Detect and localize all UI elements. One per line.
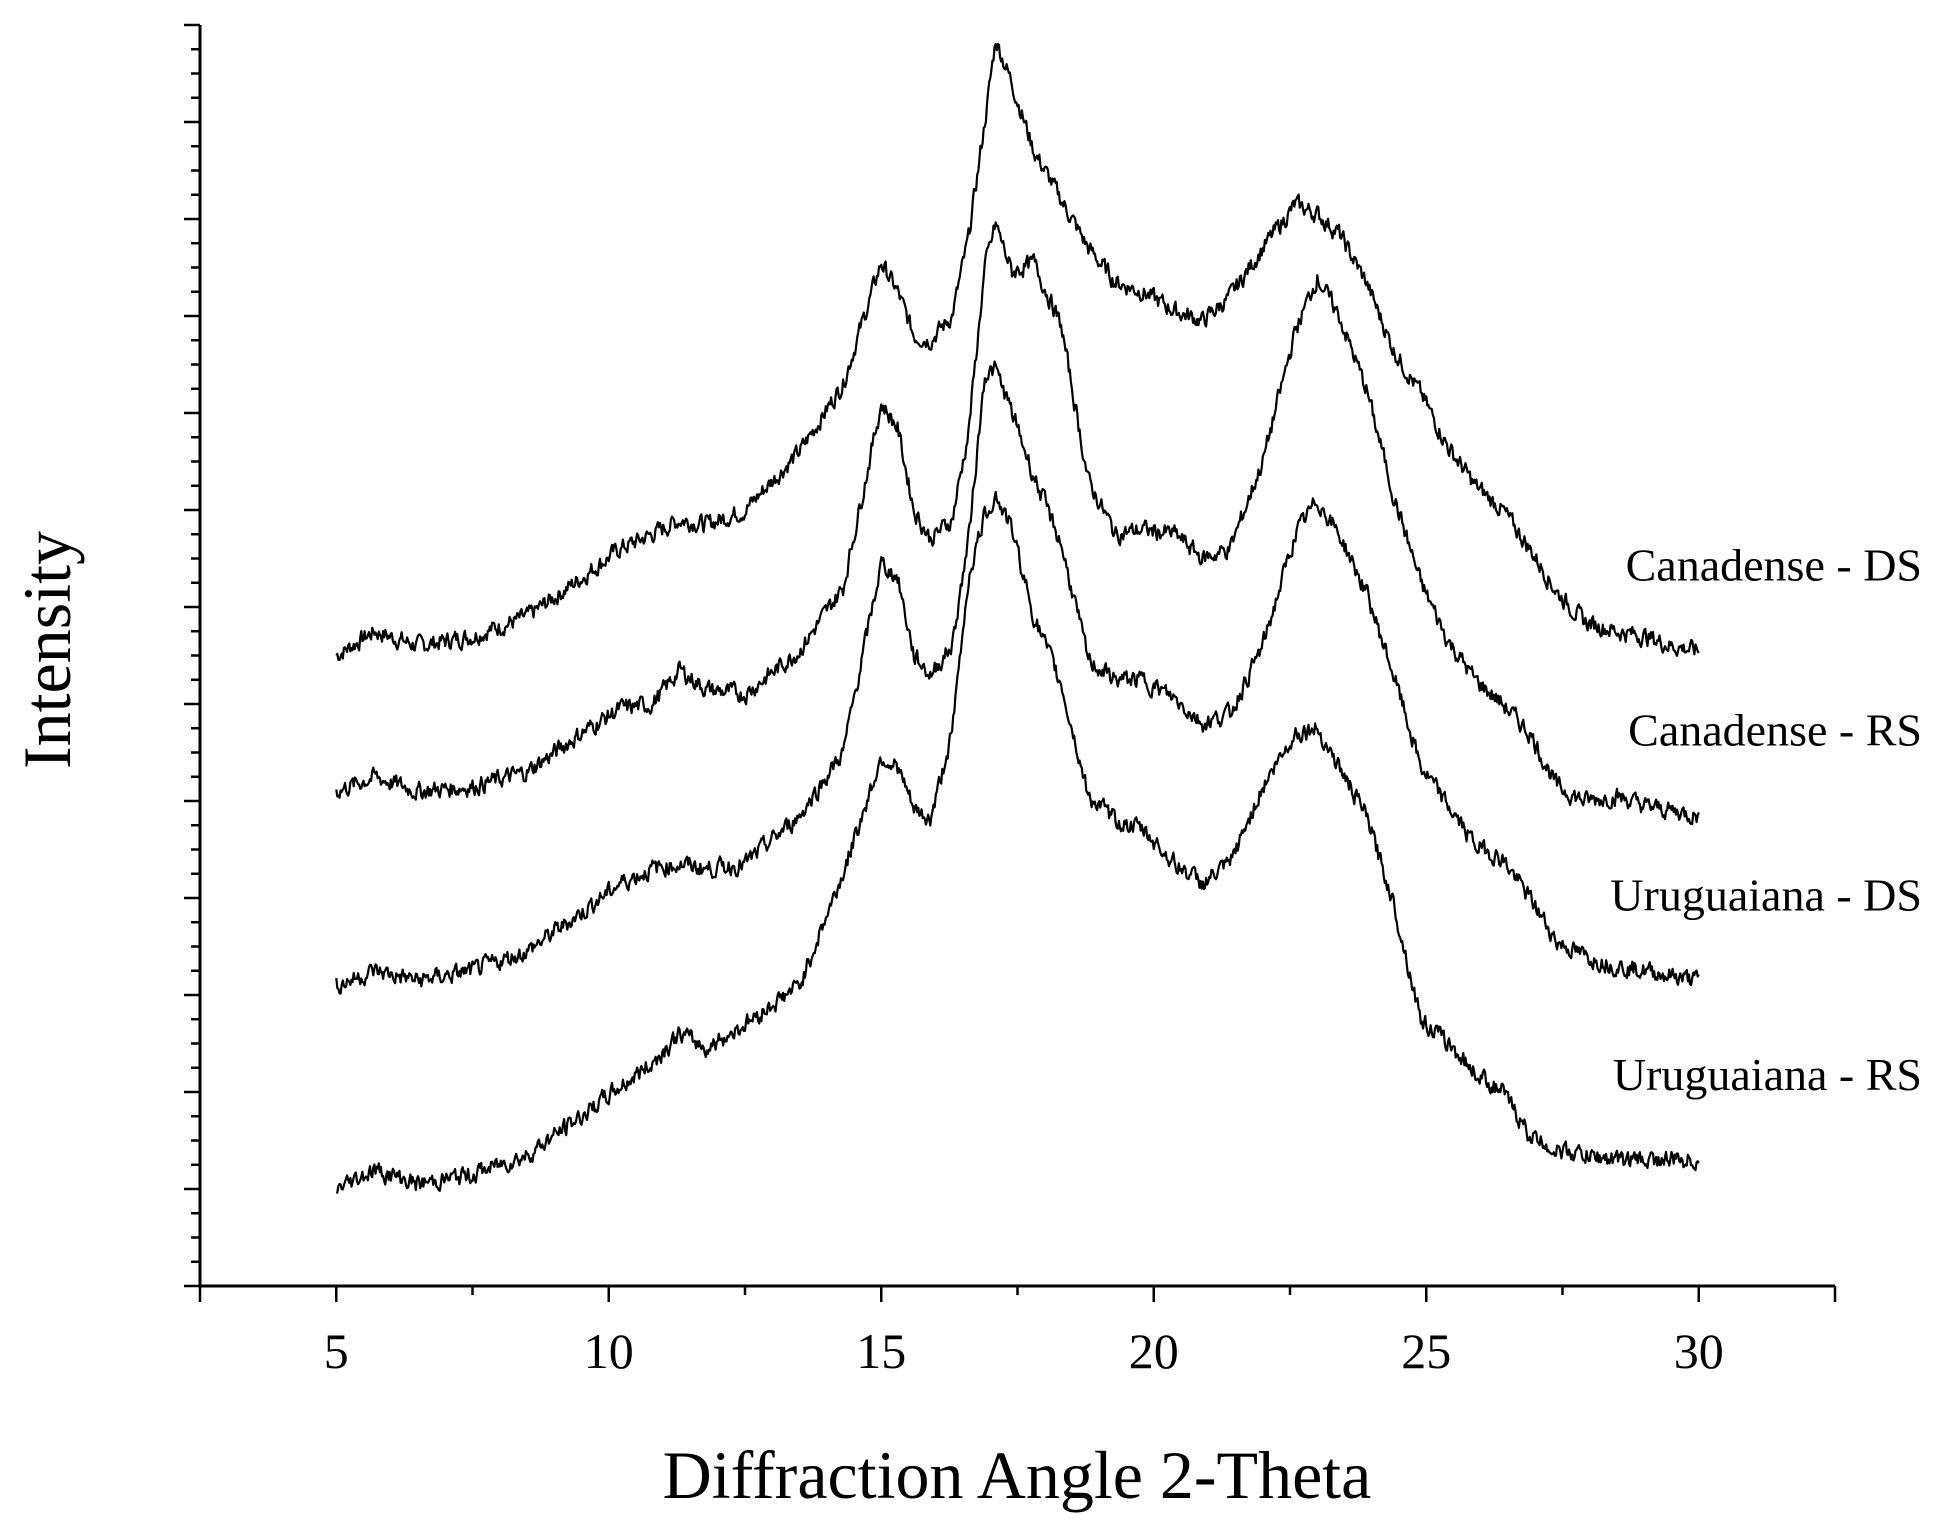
x-axis-title: Diffraction Angle 2-Theta bbox=[663, 1437, 1372, 1513]
series-label: Uruguaiana - RS bbox=[1613, 1049, 1922, 1100]
labels: Diffraction Angle 2-Theta Intensity bbox=[9, 531, 1371, 1513]
series-line-3 bbox=[335, 360, 1700, 995]
series-label: Uruguaiana - DS bbox=[1610, 869, 1922, 920]
series-group: Canadense - DS Canadense - RS Uruguaiana -… bbox=[335, 42, 1922, 1194]
series-line-4 bbox=[335, 490, 1700, 1194]
series-line-2 bbox=[335, 221, 1700, 826]
x-tick-label: 30 bbox=[1674, 1323, 1724, 1379]
series-label: Canadense - DS bbox=[1626, 540, 1922, 591]
ticks: 5 10 15 20 25 30 bbox=[184, 23, 1837, 1379]
x-tick-label: 25 bbox=[1401, 1323, 1451, 1379]
y-axis-title: Intensity bbox=[9, 531, 85, 769]
x-tick-label: 20 bbox=[1129, 1323, 1179, 1379]
x-tick-label: 15 bbox=[856, 1323, 906, 1379]
x-tick-label: 5 bbox=[324, 1323, 349, 1379]
axes bbox=[198, 25, 1835, 1288]
series-line-1 bbox=[335, 42, 1700, 661]
series-label: Canadense - RS bbox=[1628, 705, 1922, 756]
x-tick-label: 10 bbox=[584, 1323, 634, 1379]
